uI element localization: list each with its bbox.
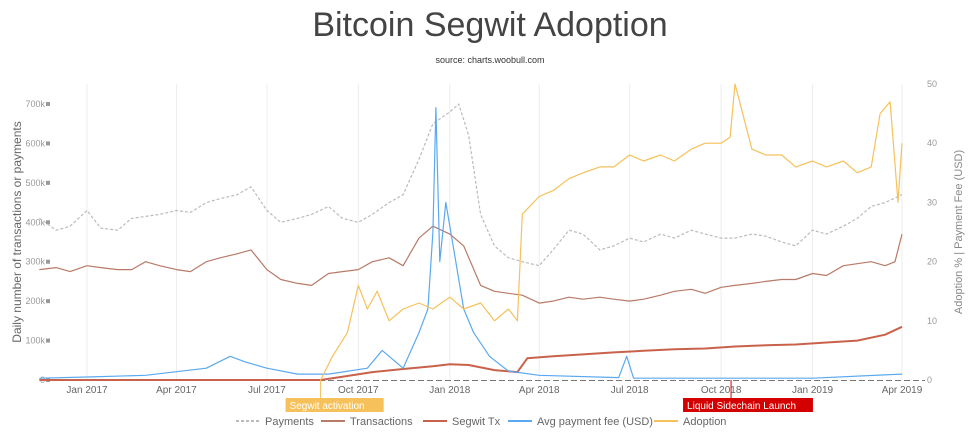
chart-subtitle: source: charts.woobull.com (435, 55, 545, 65)
legend-item-label: Segwit Tx (452, 416, 501, 428)
y-right-tick-label: 20 (927, 257, 937, 267)
x-tick-label: Apr 2017 (156, 385, 197, 396)
series-line-transactions (39, 225, 903, 304)
y-left-tick-label: 200k (25, 296, 45, 306)
y-right-tick-label: 30 (927, 197, 937, 207)
series-line-adoption (320, 83, 903, 381)
legend-item-label: Adoption (683, 416, 726, 428)
series-line-segwit-tx (39, 325, 903, 381)
y-right-tick-label: 0 (927, 375, 932, 385)
y-left-tick-mark (46, 299, 50, 304)
legend-item-label: Transactions (350, 416, 413, 428)
y-left-tick-mark (46, 102, 50, 106)
y-left-tick-label: 100k (25, 336, 45, 346)
y-left-tick-mark (46, 141, 50, 146)
series-line-avg-payment-fee-usd- (39, 107, 903, 379)
y-right-tick-label: 50 (927, 79, 937, 89)
chart-title: Bitcoin Segwit Adoption (312, 6, 668, 44)
x-tick-label: Jan 2018 (429, 385, 471, 396)
y-left-tick-label: 300k (25, 257, 45, 267)
y-left-tick-label: 500k (25, 178, 45, 188)
x-tick-label: Jan 2017 (66, 385, 108, 396)
x-tick-label: Jul 2018 (611, 385, 649, 396)
annotation-box (683, 398, 813, 412)
annotation-box (285, 398, 384, 412)
x-tick-label: Apr 2019 (882, 385, 923, 396)
y-left-tick-mark (46, 259, 50, 264)
y-left-tick-mark (46, 338, 50, 343)
legend-item-label: Avg payment fee (USD) (537, 416, 653, 428)
annotation-label: Liquid Sidechain Launch (687, 401, 796, 412)
y-left-tick-mark (46, 180, 50, 185)
x-tick-label: Apr 2018 (519, 385, 560, 396)
x-tick-label: Jan 2019 (792, 385, 834, 396)
x-tick-label: Oct 2018 (701, 385, 742, 396)
y-left-axis-label: Daily number of transactions or payments (10, 121, 24, 342)
y-right-axis-label: Adoption % | Payment Fee (USD) (953, 150, 965, 314)
y-left-tick-mark (46, 220, 50, 225)
y-right-tick-label: 40 (927, 138, 937, 148)
series-line-payments (38, 103, 903, 267)
y-left-tick-label: 400k (25, 217, 45, 227)
x-tick-label: Oct 2017 (338, 385, 379, 396)
y-left-tick-label: 600k (25, 138, 45, 148)
x-tick-label: Jul 2017 (248, 385, 286, 396)
y-right-tick-label: 10 (927, 316, 937, 326)
legend-item-label: Payments (265, 416, 314, 428)
annotation-label: Segwit activation (290, 401, 365, 412)
y-left-tick-label: 700k (25, 99, 45, 109)
